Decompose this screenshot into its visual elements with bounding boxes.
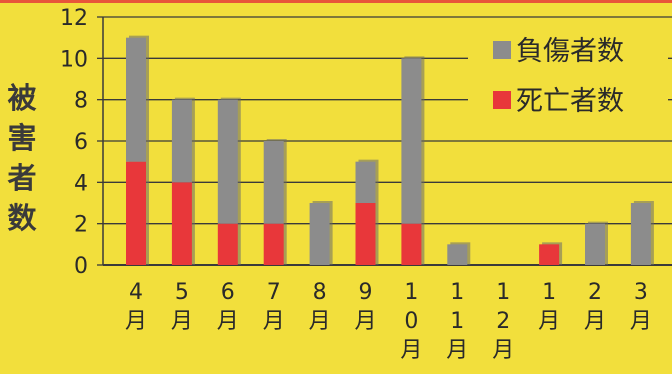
- x-tick-label: 月: [263, 309, 285, 334]
- x-tick-label: 月: [538, 309, 560, 334]
- y-tick-label: 0: [74, 254, 88, 279]
- x-tick-label: 月: [217, 309, 239, 334]
- legend-swatch: [493, 41, 511, 59]
- y-tick-labels: 0 2 4 6 8 10 12: [60, 6, 88, 279]
- bar-deaths: [171, 182, 192, 265]
- y-axis-label: 被 害 者 数: [7, 81, 37, 235]
- x-tick-label: 5: [175, 280, 189, 305]
- x-tick-label: 2: [496, 309, 510, 334]
- y-tick-label: 6: [74, 130, 88, 155]
- x-tick-label: 月: [309, 309, 331, 334]
- top-band: [0, 0, 672, 3]
- bar-injuries: [401, 58, 422, 224]
- x-tick-label: 月: [354, 309, 376, 334]
- x-tick-label: 月: [171, 309, 193, 334]
- x-tick-label: 8: [313, 280, 327, 305]
- y-tick-label: 2: [74, 213, 88, 238]
- legend-label: 死亡者数: [516, 86, 624, 117]
- x-tick-label: 7: [267, 280, 281, 305]
- bar-injuries: [217, 99, 238, 224]
- legend-swatch: [493, 91, 511, 109]
- x-tick-label: 0: [404, 309, 418, 334]
- y-tick-label: 8: [74, 89, 88, 114]
- bar-deaths: [539, 244, 560, 265]
- bar-injuries: [630, 203, 651, 265]
- x-tick-label: 月: [400, 338, 422, 363]
- bars: [126, 35, 654, 266]
- x-tick-label: 月: [630, 309, 652, 334]
- bar-deaths: [355, 203, 376, 265]
- legend-label: 負傷者数: [516, 36, 624, 67]
- y-tick-label: 10: [60, 47, 88, 72]
- gridlines: [97, 16, 672, 266]
- y-tick-label: 4: [74, 171, 88, 196]
- x-tick-label: 6: [221, 280, 235, 305]
- y-axis-label-char-3: 者: [7, 161, 36, 195]
- y-axis-label-char-2: 害: [7, 121, 36, 155]
- x-tick-label: 1: [542, 280, 556, 305]
- bar-injuries: [263, 141, 284, 224]
- x-tick-label: 月: [446, 338, 468, 363]
- y-axis-label-char-1: 被: [7, 81, 36, 115]
- x-tick-label: 1: [496, 280, 510, 305]
- bar-deaths: [263, 223, 284, 265]
- x-tick-label: 3: [634, 280, 648, 305]
- x-tick-label: 2: [588, 280, 602, 305]
- bar-injuries: [126, 37, 146, 162]
- bar-injuries: [585, 223, 605, 265]
- bar-injuries: [309, 203, 330, 265]
- bar-injuries: [447, 244, 468, 265]
- x-tick-label: 月: [492, 338, 514, 363]
- bar-deaths: [401, 223, 422, 265]
- bar-injuries: [355, 161, 376, 203]
- x-tick-label: 9: [359, 280, 373, 305]
- x-tick-label: 1: [404, 280, 418, 305]
- x-tick-label: 4: [129, 280, 143, 305]
- x-tick-label: 1: [450, 280, 464, 305]
- x-tick-labels: 4 月 5 月 6 月 7 月 8 月 9 月 1 0 月 1 1 月 1 2 月 1 月 2 月 3 月: [125, 280, 652, 363]
- bar-deaths: [126, 161, 146, 265]
- bar-injuries: [171, 99, 192, 183]
- y-axis-label-char-4: 数: [7, 201, 37, 235]
- x-tick-label: 1: [450, 309, 464, 334]
- x-tick-label: 月: [125, 309, 147, 334]
- y-tick-label: 12: [60, 6, 88, 31]
- bar-deaths: [217, 223, 238, 265]
- x-tick-label: 月: [584, 309, 606, 334]
